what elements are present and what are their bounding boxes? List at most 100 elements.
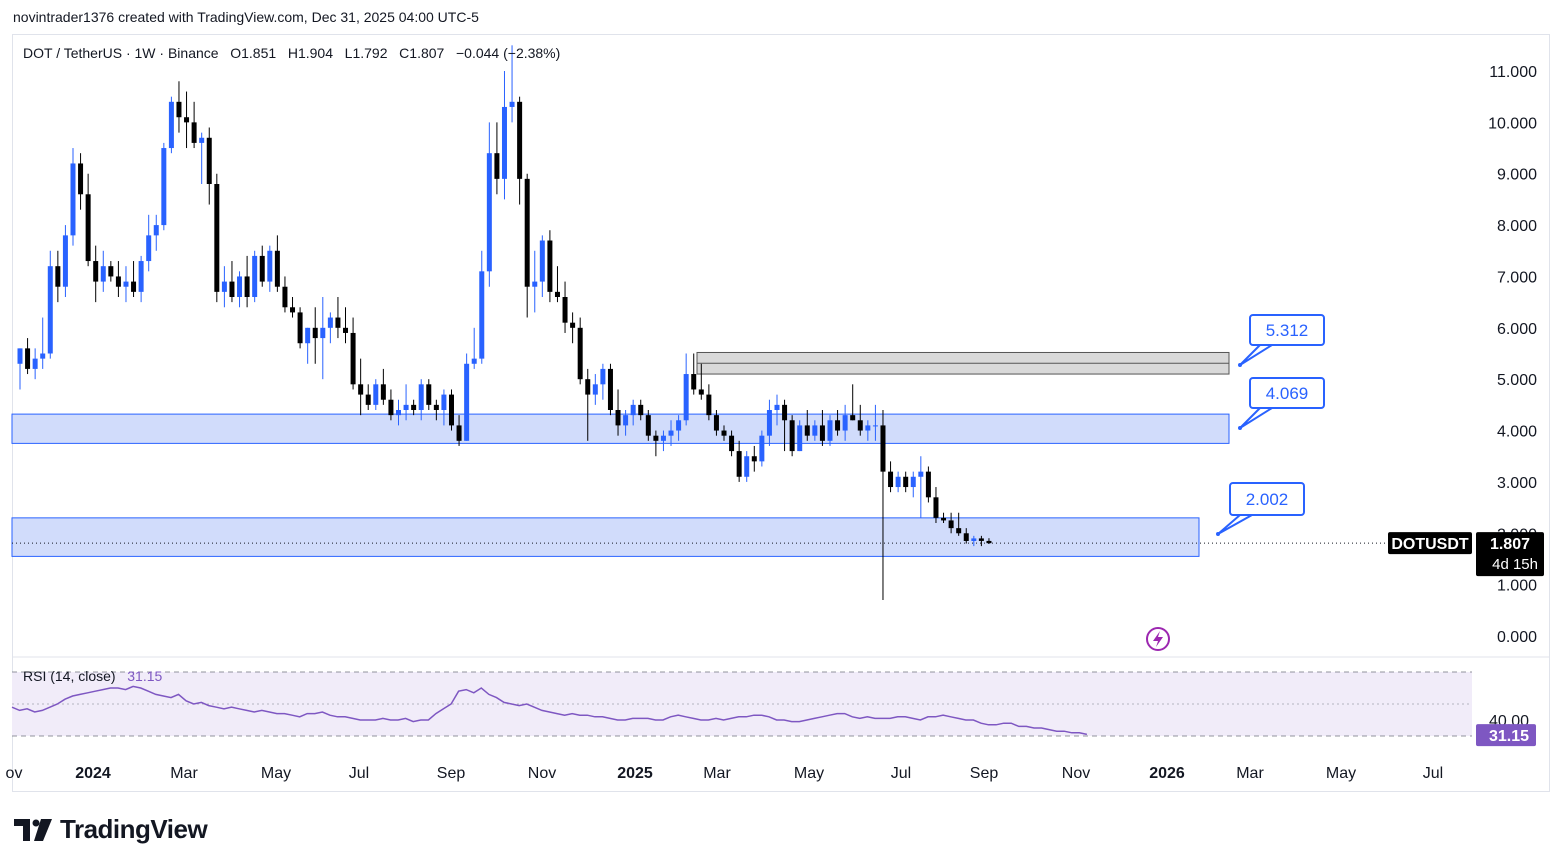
candle[interactable] — [592, 374, 598, 405]
candle[interactable] — [259, 245, 265, 287]
candle[interactable] — [365, 384, 371, 410]
candle[interactable] — [585, 368, 591, 441]
candle[interactable] — [146, 214, 152, 272]
candle[interactable] — [297, 307, 303, 349]
rsi-label[interactable]: RSI (14, close) — [23, 668, 116, 684]
candle[interactable] — [577, 317, 583, 385]
candle[interactable] — [62, 225, 68, 297]
candle[interactable] — [32, 348, 38, 380]
candle[interactable] — [358, 358, 364, 416]
candle[interactable] — [872, 404, 878, 441]
candle[interactable] — [789, 415, 795, 457]
candle[interactable] — [766, 399, 772, 446]
candle[interactable] — [562, 281, 568, 333]
candle[interactable] — [660, 430, 666, 452]
candle[interactable] — [138, 255, 144, 303]
candle[interactable] — [494, 122, 500, 195]
candle[interactable] — [653, 430, 659, 457]
candle[interactable] — [888, 461, 894, 493]
candle[interactable] — [850, 384, 856, 421]
candle[interactable] — [880, 410, 886, 601]
candle[interactable] — [729, 430, 735, 457]
candle[interactable] — [335, 297, 341, 339]
candle[interactable] — [471, 327, 477, 369]
candle[interactable] — [517, 96, 523, 205]
candle[interactable] — [865, 420, 871, 441]
candle[interactable] — [206, 127, 212, 205]
candle[interactable] — [774, 394, 780, 426]
candle[interactable] — [456, 415, 462, 446]
candle[interactable] — [25, 338, 31, 375]
candle[interactable] — [623, 410, 629, 436]
candle[interactable] — [698, 363, 704, 400]
candle[interactable] — [17, 348, 23, 390]
candle[interactable] — [532, 250, 538, 313]
candle[interactable] — [638, 399, 644, 421]
candle[interactable] — [615, 389, 621, 436]
candle[interactable] — [607, 363, 613, 416]
candle[interactable] — [751, 445, 757, 472]
candle[interactable] — [267, 245, 273, 292]
candle[interactable] — [971, 535, 977, 547]
candle[interactable] — [418, 379, 424, 421]
candle[interactable] — [978, 535, 984, 547]
candle[interactable] — [683, 353, 689, 426]
candle[interactable] — [819, 410, 825, 446]
candle[interactable] — [100, 250, 106, 292]
symbol-info[interactable]: DOT / TetherUS · 1W · Binance — [23, 45, 219, 61]
candle[interactable] — [918, 456, 924, 518]
candle[interactable] — [895, 471, 901, 493]
candle[interactable] — [350, 317, 356, 390]
candle[interactable] — [176, 81, 182, 133]
lightning-icon[interactable] — [1146, 627, 1170, 651]
candle[interactable] — [941, 512, 947, 523]
candle[interactable] — [547, 230, 553, 303]
candle[interactable] — [759, 430, 765, 467]
candle[interactable] — [199, 132, 205, 184]
candle[interactable] — [312, 307, 318, 364]
candle[interactable] — [252, 250, 258, 303]
candle[interactable] — [343, 307, 349, 344]
candle[interactable] — [191, 101, 197, 149]
candle[interactable] — [925, 466, 931, 503]
candle[interactable] — [244, 255, 250, 308]
price-callout[interactable]: 2.002 — [1216, 482, 1305, 536]
candle[interactable] — [668, 420, 674, 446]
candle[interactable] — [706, 384, 712, 421]
candle[interactable] — [433, 399, 439, 421]
candle[interactable] — [184, 91, 190, 149]
candle[interactable] — [782, 399, 788, 452]
candle[interactable] — [290, 297, 296, 318]
candle[interactable] — [691, 353, 697, 395]
candle[interactable] — [327, 312, 333, 344]
candle[interactable] — [274, 235, 280, 292]
candle[interactable] — [396, 399, 401, 426]
candle[interactable] — [479, 250, 485, 364]
candle[interactable] — [161, 142, 167, 231]
candle[interactable] — [486, 122, 492, 287]
candle[interactable] — [237, 271, 243, 308]
candle[interactable] — [676, 415, 682, 441]
candle[interactable] — [835, 410, 841, 436]
candle[interactable] — [131, 261, 137, 297]
candle[interactable] — [403, 384, 409, 421]
tradingview-logo[interactable]: TradingView — [14, 814, 208, 845]
candle[interactable] — [645, 410, 651, 441]
zone-support-low[interactable] — [11, 517, 1200, 557]
candle[interactable] — [600, 363, 606, 400]
candle[interactable] — [736, 440, 742, 482]
candle[interactable] — [827, 415, 833, 446]
candle[interactable] — [168, 96, 174, 154]
candle[interactable] — [305, 327, 311, 364]
candle[interactable] — [986, 538, 992, 544]
candle[interactable] — [842, 404, 848, 441]
candle[interactable] — [123, 266, 129, 303]
candle[interactable] — [963, 528, 969, 544]
candle[interactable] — [570, 312, 576, 344]
candle[interactable] — [47, 250, 53, 359]
candle[interactable] — [933, 487, 939, 523]
candle[interactable] — [78, 153, 84, 210]
candle[interactable] — [744, 451, 750, 482]
candle[interactable] — [441, 389, 447, 426]
